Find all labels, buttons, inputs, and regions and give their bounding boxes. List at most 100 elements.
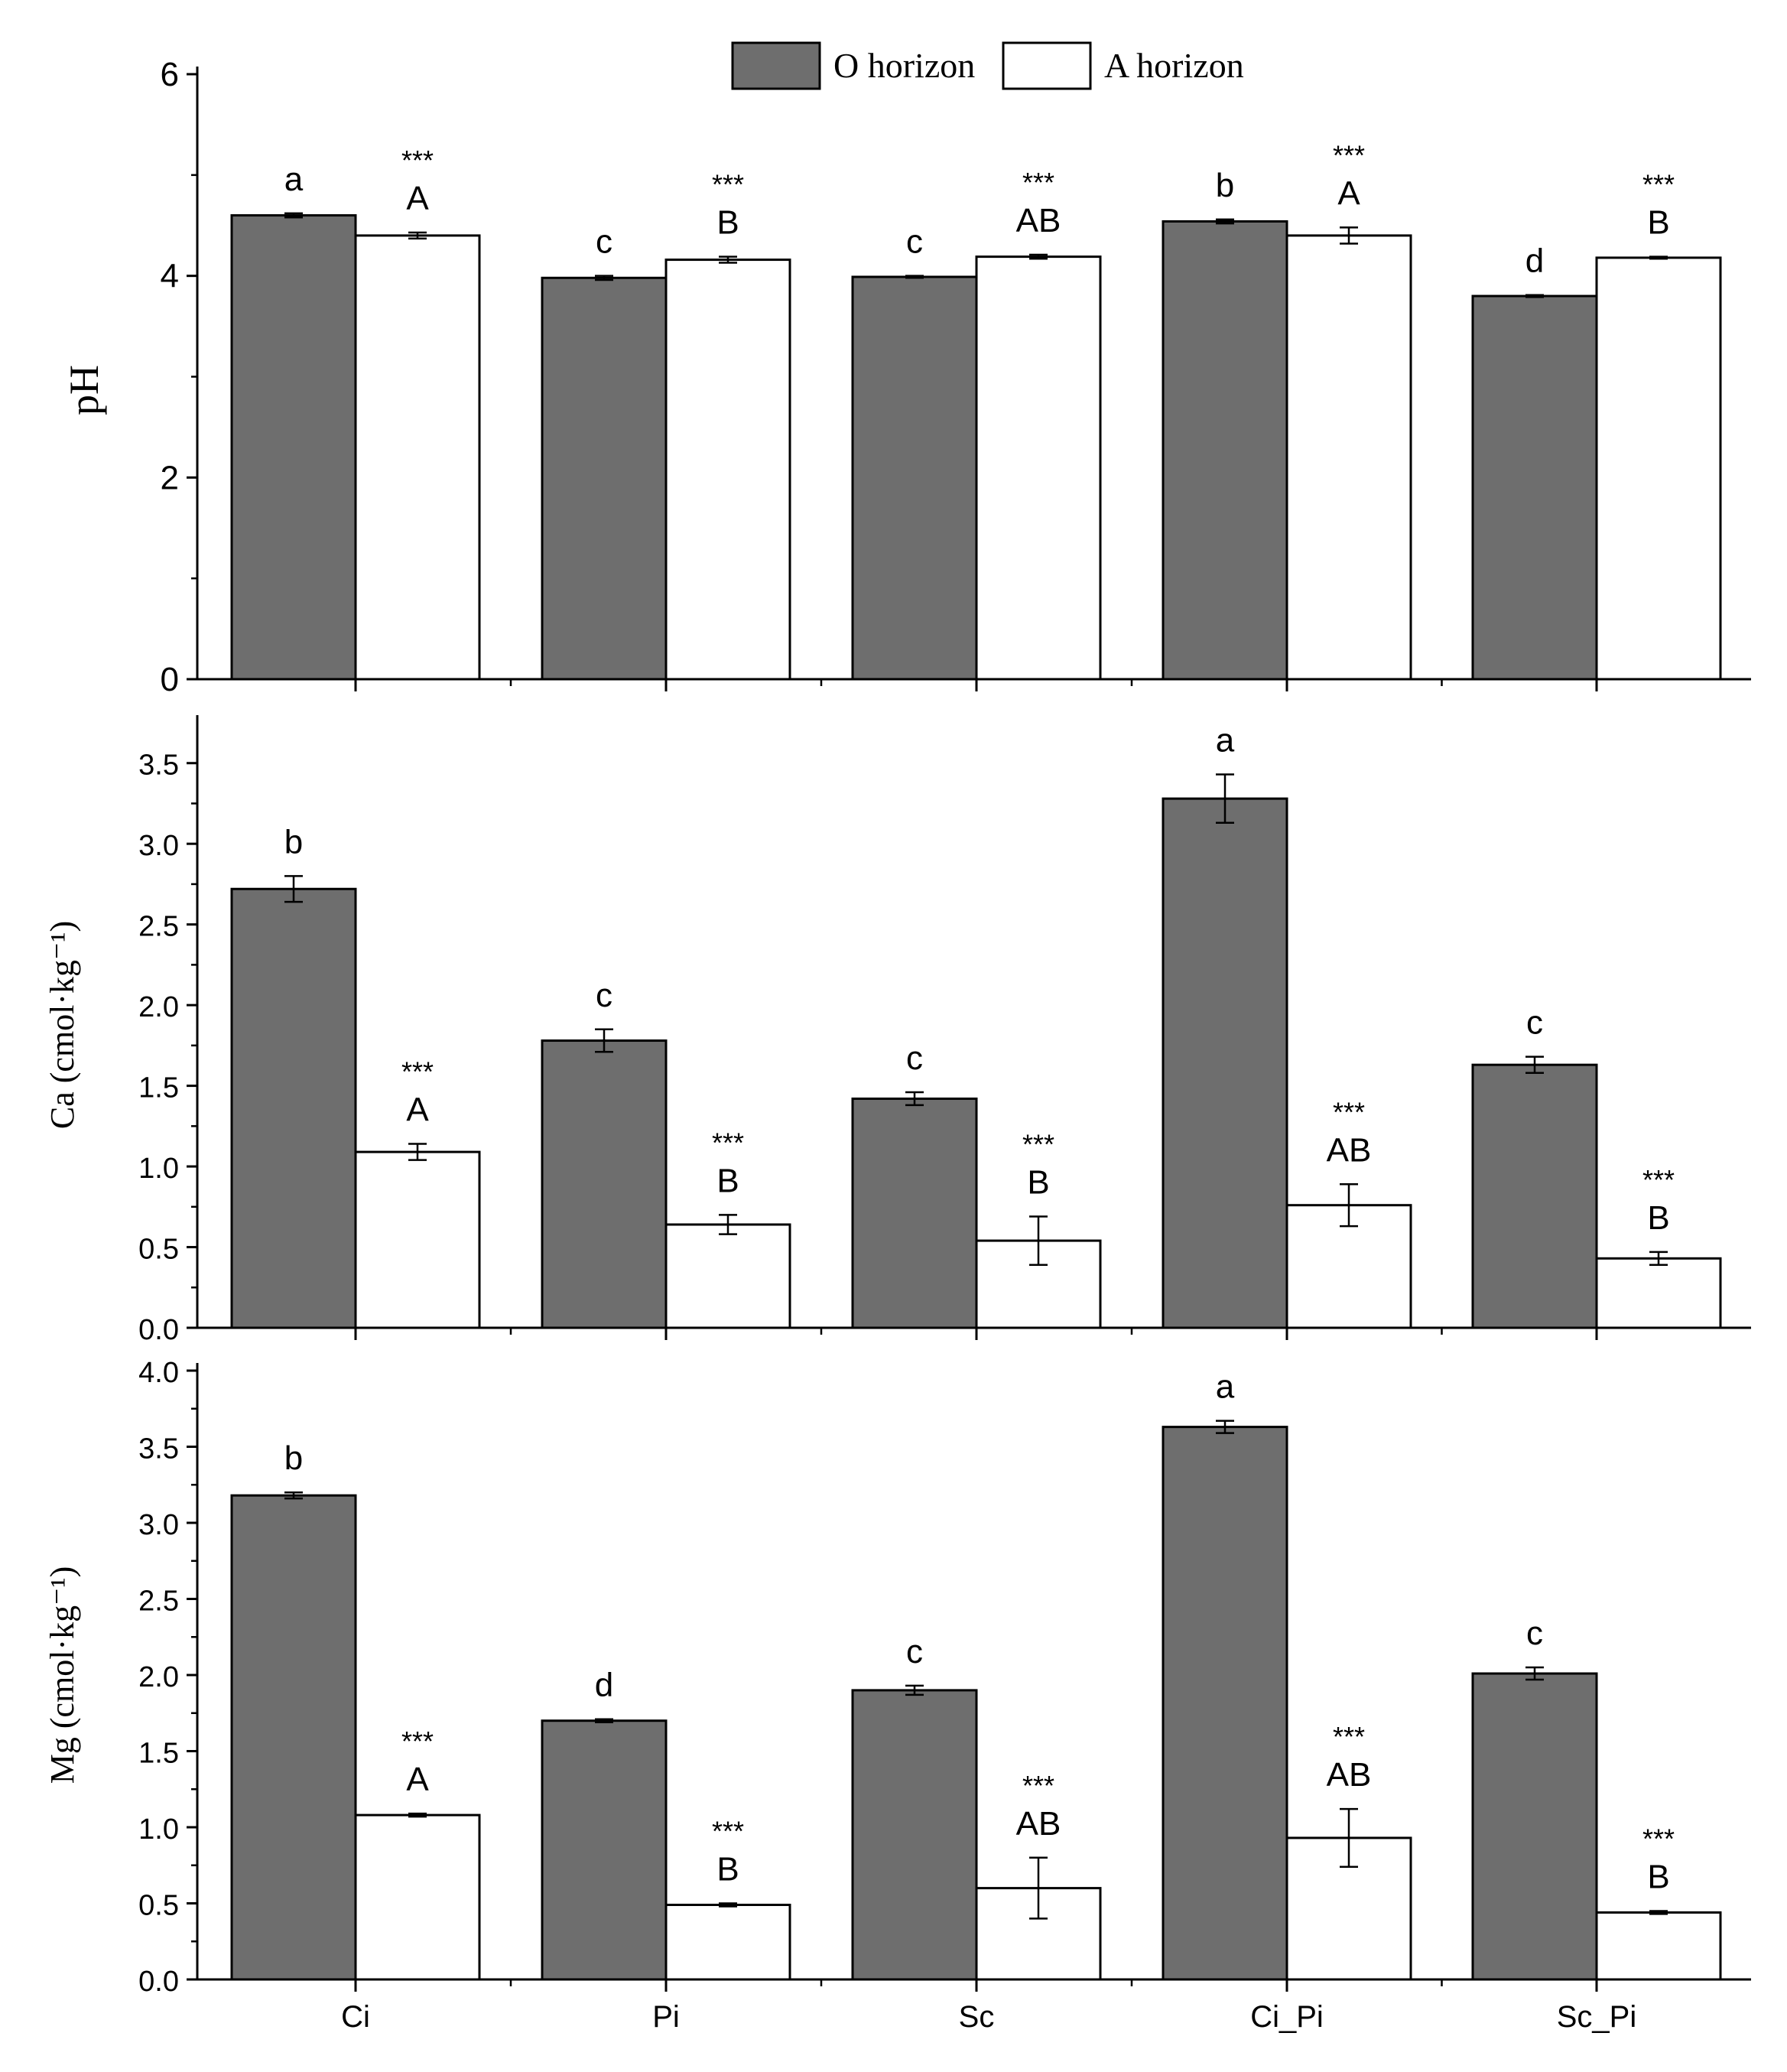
- error-bar-o-Ci_Pi: [1216, 1420, 1234, 1434]
- bar-o-Ci_Pi: [1162, 220, 1288, 681]
- significance-stars-Ci: ***: [401, 1056, 434, 1088]
- y-tick-label: 0.5: [138, 1234, 179, 1266]
- error-bar-o-Sc_Pi: [1525, 294, 1544, 298]
- y-tick-label: 3.0: [138, 830, 179, 862]
- legend-swatch-a-horizon: [1002, 41, 1092, 90]
- bar-a-Ci: [354, 1813, 481, 1981]
- significance-letter-a-Sc: B: [1027, 1163, 1049, 1201]
- significance-stars-Pi: ***: [712, 1816, 744, 1847]
- significance-letter-a-Sc_Pi: B: [1647, 1199, 1669, 1237]
- error-bar-o-Sc_Pi: [1525, 1056, 1544, 1074]
- legend-label-o-horizon: O horizon: [833, 46, 975, 85]
- significance-letter-a-Pi: B: [716, 1162, 739, 1199]
- bar-o-Sc: [851, 275, 978, 681]
- error-bar-o-Sc: [905, 1091, 924, 1107]
- error-bar-a-Sc_Pi: [1649, 1910, 1668, 1915]
- significance-letter-a-Ci_Pi: A: [1337, 174, 1360, 212]
- significance-letter-a-Sc_Pi: B: [1647, 1858, 1669, 1895]
- error-bar-o-Pi: [595, 1028, 613, 1053]
- bar-a-Sc: [975, 255, 1102, 681]
- legend: O horizon A horizon: [731, 41, 1244, 90]
- y-tick-label: 1.0: [138, 1153, 179, 1185]
- significance-stars-Sc: ***: [1022, 1128, 1054, 1160]
- significance-letter-a-Ci: A: [406, 1091, 429, 1129]
- bar-o-Sc_Pi: [1471, 294, 1598, 681]
- significance-stars-Pi: ***: [712, 169, 744, 200]
- error-bar-o-Ci_Pi: [1216, 773, 1234, 825]
- legend-swatch-o-horizon: [731, 41, 821, 90]
- significance-letter-o-Ci: a: [284, 161, 304, 198]
- error-bar-a-Ci: [408, 1143, 427, 1161]
- error-bar-o-Sc: [905, 1684, 924, 1696]
- y-tick-label: 3.5: [138, 750, 179, 782]
- x-tick-label-Pi: Pi: [652, 2000, 680, 2034]
- y-tick-label: 2.5: [138, 911, 179, 943]
- significance-letter-a-Ci: A: [406, 1761, 429, 1798]
- y-tick-label: 0.0: [138, 1966, 179, 1998]
- error-bar-a-Sc: [1029, 1215, 1048, 1266]
- significance-letter-o-Sc_Pi: c: [1526, 1615, 1543, 1652]
- error-bar-a-Sc_Pi: [1649, 255, 1668, 260]
- bar-o-Ci_Pi: [1162, 1426, 1288, 1981]
- significance-letter-o-Ci_Pi: a: [1216, 721, 1235, 759]
- significance-stars-Ci: ***: [401, 145, 434, 176]
- significance-stars-Sc_Pi: ***: [1642, 1823, 1675, 1854]
- error-bar-o-Ci: [284, 875, 303, 903]
- y-tick-label: 6: [161, 56, 179, 93]
- bar-o-Sc: [851, 1097, 978, 1329]
- y-tick-label: 3.5: [138, 1433, 179, 1465]
- error-bar-a-Pi: [719, 1902, 737, 1908]
- significance-letter-a-Sc_Pi: B: [1647, 204, 1669, 242]
- error-bar-o-Sc_Pi: [1525, 1666, 1544, 1681]
- error-bar-o-Pi: [595, 1718, 613, 1723]
- significance-letter-o-Sc: c: [906, 223, 923, 261]
- error-bar-a-Ci_Pi: [1340, 1807, 1358, 1868]
- significance-letter-o-Pi: c: [596, 977, 612, 1014]
- significance-stars-Ci_Pi: ***: [1333, 139, 1365, 171]
- x-tick-label-Ci: Ci: [341, 2000, 370, 2034]
- significance-letter-o-Sc: c: [906, 1039, 923, 1077]
- y-tick-label: 0: [161, 661, 179, 698]
- bar-o-Pi: [541, 1039, 668, 1329]
- y-tick-label: 1.5: [138, 1072, 179, 1104]
- bar-o-Sc_Pi: [1471, 1672, 1598, 1981]
- bar-a-Pi: [664, 259, 791, 681]
- significance-stars-Sc: ***: [1022, 167, 1054, 198]
- panel-2: bA***cB***cB***aAB***cB***0.00.51.01.52.…: [44, 715, 1751, 1346]
- bar-a-Pi: [664, 1903, 791, 1981]
- significance-letter-o-Ci: b: [284, 823, 303, 860]
- significance-letter-o-Pi: d: [595, 1667, 613, 1704]
- significance-letter-a-Ci_Pi: AB: [1327, 1131, 1372, 1169]
- bar-o-Sc_Pi: [1471, 1063, 1598, 1329]
- error-bar-o-Pi: [595, 275, 613, 281]
- significance-letter-o-Sc_Pi: d: [1525, 242, 1544, 280]
- y-tick-label: 2: [161, 459, 179, 496]
- y-tick-label: 4.0: [138, 1357, 179, 1389]
- error-bar-a-Pi: [719, 1214, 737, 1235]
- significance-letter-o-Ci_Pi: a: [1216, 1368, 1235, 1406]
- bar-a-Ci: [354, 1150, 481, 1329]
- bar-o-Pi: [541, 276, 668, 681]
- significance-letter-o-Sc_Pi: c: [1526, 1004, 1543, 1042]
- bar-a-Sc_Pi: [1595, 256, 1722, 681]
- y-tick-label: 3.0: [138, 1509, 179, 1541]
- significance-stars-Ci_Pi: ***: [1333, 1721, 1365, 1752]
- significance-stars-Ci_Pi: ***: [1333, 1096, 1365, 1127]
- y-tick-label: 0.5: [138, 1890, 179, 1922]
- error-bar-a-Ci: [408, 1812, 427, 1818]
- error-bar-a-Ci_Pi: [1340, 226, 1358, 245]
- significance-letter-o-Sc: c: [906, 1633, 923, 1670]
- panel-3: b A *** d B *** c AB *** a AB *** c B *** 0.0 0.5 1.0 1.5 2…: [44, 1357, 1751, 2034]
- error-bar-a-Ci: [408, 231, 427, 240]
- significance-letter-o-Ci_Pi: b: [1216, 167, 1234, 204]
- bar-o-Ci: [230, 887, 357, 1329]
- y-tick-label: 1.0: [138, 1813, 179, 1846]
- bar-o-Sc: [851, 1689, 978, 1981]
- significance-letter-a-Pi: B: [716, 204, 739, 242]
- bar-a-Ci_Pi: [1285, 234, 1412, 681]
- significance-stars-Sc_Pi: ***: [1642, 1164, 1675, 1195]
- significance-stars-Pi: ***: [712, 1127, 744, 1158]
- error-bar-a-Ci_Pi: [1340, 1183, 1358, 1228]
- bar-a-Sc_Pi: [1595, 1911, 1722, 1981]
